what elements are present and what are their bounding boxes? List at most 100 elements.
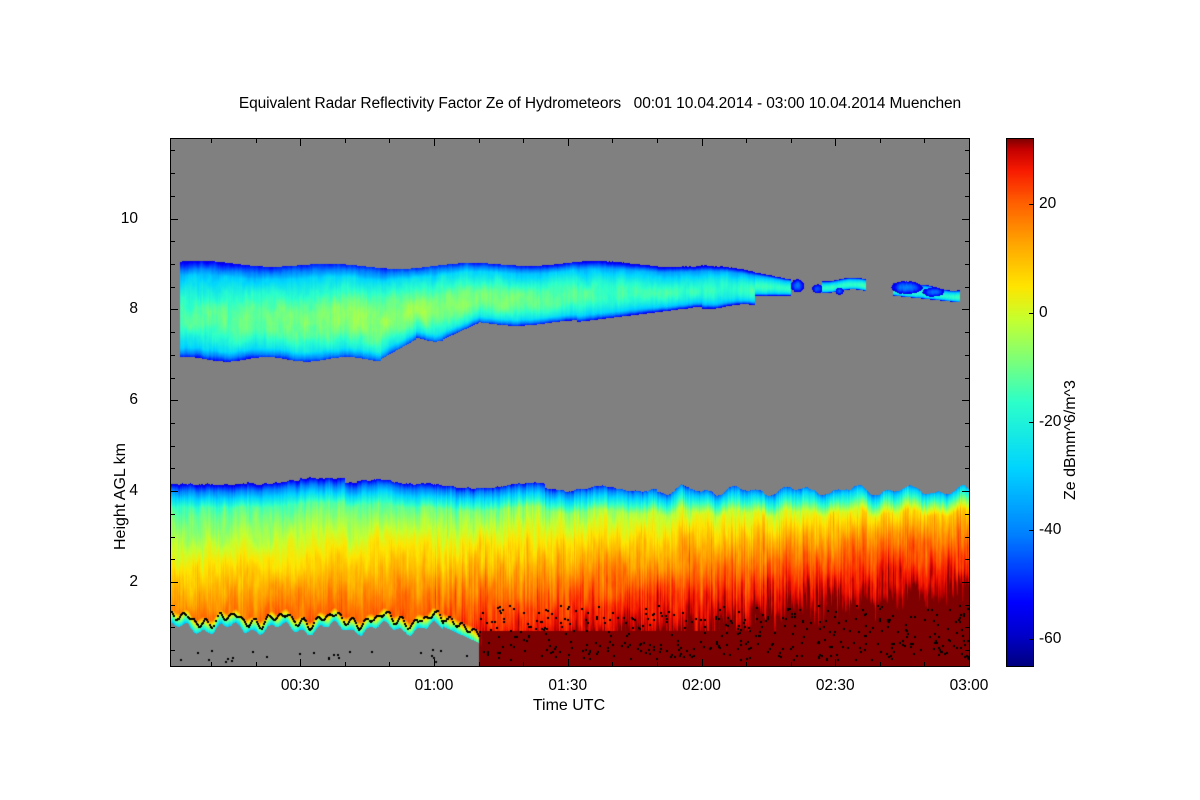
y-tick-right [965,173,969,174]
x-axis-title: Time UTC [532,697,606,714]
y-tick [171,605,175,606]
y-tick [171,582,178,583]
colorbar-tick-label: -60 [1039,629,1062,647]
x-tick-top [702,139,703,146]
y-tick [171,150,175,151]
x-tick-top [300,139,301,146]
y-tick [171,173,175,174]
y-tick-right [962,491,969,492]
x-tick [300,659,301,666]
y-tick-right [965,241,969,242]
y-tick-right [965,650,969,651]
y-tick [171,219,178,220]
x-tick [612,662,613,666]
x-tick-label: 03:00 [949,677,989,694]
x-tick [657,662,658,666]
y-tick [171,196,175,197]
y-tick-right [965,514,969,515]
y-tick-label: 4 [129,482,138,500]
x-tick-label: 02:30 [815,677,855,694]
x-tick-top [568,139,569,146]
colorbar-tick [1029,313,1033,314]
x-tick-top [612,139,613,143]
x-tick [568,659,569,666]
x-tick [479,662,480,666]
x-tick-top [211,139,212,143]
colorbar-tick-label: 20 [1039,195,1057,213]
x-tick-label: 01:30 [548,677,588,694]
figure-title: Equivalent Radar Reflectivity Factor Ze … [238,95,962,112]
x-tick-top [746,139,747,143]
x-tick-top [880,139,881,143]
x-tick [880,662,881,666]
y-tick-right [962,582,969,583]
y-tick-right [962,219,969,220]
y-tick [171,332,175,333]
x-tick-top [835,139,836,146]
y-tick-right [965,468,969,469]
x-tick [702,659,703,666]
y-tick-right [965,287,969,288]
x-tick-top [969,139,970,146]
x-tick [791,662,792,666]
colorbar-tick [1029,204,1033,205]
x-tick-label: 02:00 [682,677,721,694]
y-tick-right [962,400,969,401]
y-tick [171,400,178,401]
y-tick [171,537,175,538]
x-tick-top [434,139,435,146]
y-tick-right [965,559,969,560]
colorbar-tick [1029,639,1033,640]
colorbar-tick [1029,530,1033,531]
x-tick [746,662,747,666]
x-tick [434,659,435,666]
y-tick-label: 10 [120,209,138,227]
x-tick-label: 01:00 [414,677,454,694]
x-tick [924,662,925,666]
x-tick [835,659,836,666]
x-tick [969,659,970,666]
y-tick [171,423,175,424]
y-tick [171,264,175,265]
y-tick-right [965,196,969,197]
y-tick [171,309,178,310]
x-tick-top [523,139,524,143]
y-tick-label: 6 [129,391,138,409]
y-tick [171,491,178,492]
x-tick-top [389,139,390,143]
x-tick-top [657,139,658,143]
colorbar[interactable] [1006,138,1034,667]
x-tick-top [791,139,792,143]
colorbar-tick-label: -20 [1039,412,1062,430]
x-tick [211,662,212,666]
x-tick-top [256,139,257,143]
y-tick [171,559,175,560]
y-tick-right [965,605,969,606]
y-tick [171,241,175,242]
x-tick-top [924,139,925,143]
y-tick-right [965,150,969,151]
y-tick [171,446,175,447]
y-tick [171,514,175,515]
colorbar-tick [1029,422,1033,423]
x-tick [345,662,346,666]
y-tick [171,355,175,356]
colorbar-gradient-canvas [1007,139,1033,666]
y-tick-right [965,537,969,538]
x-tick [256,662,257,666]
x-tick [523,662,524,666]
y-axis-title: Height AGL km [112,442,129,550]
y-tick-label: 8 [129,300,138,318]
y-tick-right [965,446,969,447]
colorbar-tick-label: 0 [1039,303,1048,321]
plot-area[interactable] [170,138,970,667]
y-tick [171,287,175,288]
x-tick-top [479,139,480,143]
y-tick-right [965,423,969,424]
x-tick-label: 00:30 [280,677,320,694]
reflectivity-heatmap-canvas [171,139,969,666]
y-tick-right [965,264,969,265]
y-tick-right [965,627,969,628]
y-tick [171,650,175,651]
